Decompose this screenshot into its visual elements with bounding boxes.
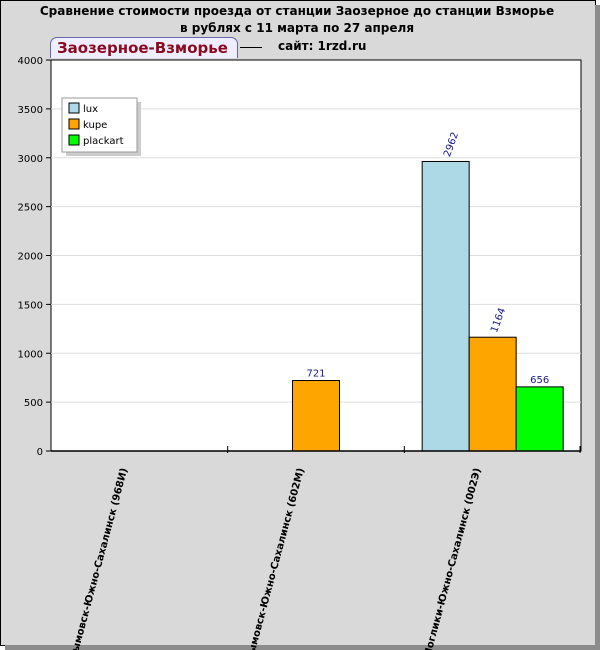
legend-swatch-kupe xyxy=(68,118,80,130)
site-text: сайт: 1rzd.ru xyxy=(278,39,367,53)
y-tick-label: 2500 xyxy=(18,203,43,214)
legend-swatch-plackart xyxy=(68,134,80,146)
x-axis: Тымовск-Южно-Сахалинск (968И) Тымовск-Южн… xyxy=(51,446,581,650)
y-tick-label: 2000 xyxy=(18,252,43,263)
x-category-label: Тымовск-Южно-Сахалинск (602М) xyxy=(245,467,307,650)
y-tick-label: 1500 xyxy=(18,300,43,311)
site-underline xyxy=(240,47,262,48)
bar-kupe xyxy=(292,380,340,452)
bars xyxy=(292,160,564,452)
site-credit: сайт: 1rzd.ru xyxy=(240,39,366,53)
legend-swatch-lux xyxy=(68,102,80,114)
y-axis: 0 500 1000 1500 2000 2500 3000 3500 4000 xyxy=(18,56,51,458)
bar-value-label: 721 xyxy=(306,369,325,380)
x-category-label: Ноглики-Южно-Сахалинск (002Э) xyxy=(423,467,484,650)
bar-plackart xyxy=(515,386,564,452)
bar-lux xyxy=(421,160,470,452)
legend-label-plackart: plackart xyxy=(83,136,124,147)
y-tick-label: 4000 xyxy=(18,56,43,67)
route-tab[interactable]: Заозерное-Взморье xyxy=(50,37,238,58)
bar-value-label: 656 xyxy=(530,375,549,386)
legend: lux kupe plackart xyxy=(61,97,141,156)
y-tick-label: 500 xyxy=(24,398,43,409)
y-tick-label: 3500 xyxy=(18,105,43,116)
legend-label-lux: lux xyxy=(83,104,98,115)
y-tick-label: 3000 xyxy=(18,154,43,165)
frame-shadow-bottom xyxy=(5,645,600,650)
y-tick-label: 0 xyxy=(37,447,43,458)
y-tick-label: 1000 xyxy=(18,349,43,360)
x-category-label: Тымовск-Южно-Сахалинск (968И) xyxy=(69,467,131,650)
bar-kupe xyxy=(468,336,517,452)
frame-shadow-right xyxy=(595,5,600,650)
legend-label-kupe: kupe xyxy=(83,120,107,131)
chart-subtitle: в рублях с 11 марта по 27 апреля xyxy=(179,21,415,35)
chart-title: Сравнение стоимости проезда от станции З… xyxy=(39,4,555,18)
